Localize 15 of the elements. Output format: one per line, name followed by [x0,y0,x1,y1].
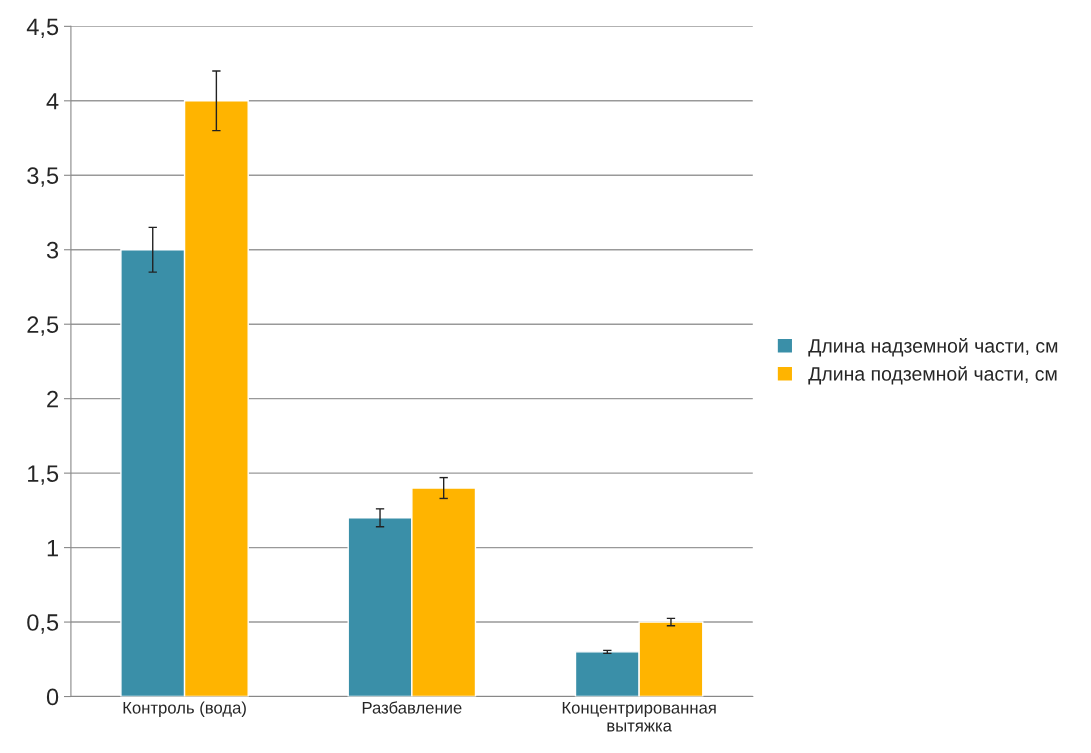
y-tick-label: 4 [46,93,59,110]
x-tick-label: Контроль (вода) [123,701,246,717]
y-tick-label: 1,5 [28,465,59,485]
y-tick-label: 4,5 [26,18,59,38]
legend-label: Длина надземной части, см [808,338,1058,357]
y-tick-label: 0,5 [27,614,59,634]
y-tick-label: 3 [46,241,59,259]
y-tick-label: 1 [47,539,58,557]
y-tick-label: 3,5 [27,167,59,187]
y-tick-label: 0 [46,688,59,706]
x-tick-label: Концентрированная вытяжка [562,702,716,732]
x-tick-label: Разбавление [362,701,462,714]
y-tick-label: 2 [47,390,58,408]
legend-label: Длина подземной части, см [808,366,1057,385]
y-tick-label: 2,5 [27,316,59,336]
